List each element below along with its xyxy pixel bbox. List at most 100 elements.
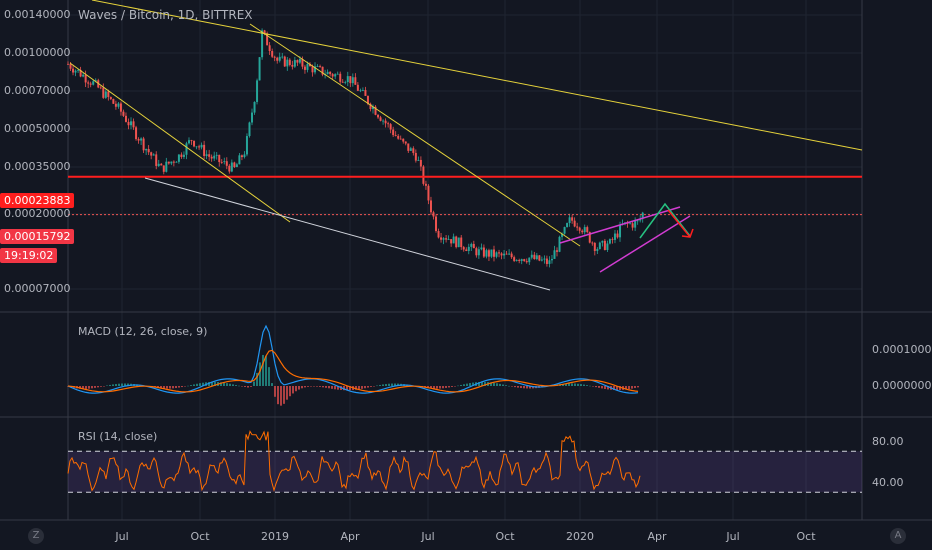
macd-hist-bar-80 — [307, 386, 309, 387]
macd-hist-bar-55 — [232, 384, 234, 386]
candle-body-47 — [185, 143, 187, 154]
candle-body-27 — [135, 127, 137, 139]
candle-body-149 — [443, 238, 445, 240]
candle-body-219 — [619, 225, 621, 238]
price-axis-label-1: 0.00100000 — [4, 46, 70, 59]
long-trendline — [92, 0, 862, 150]
macd-hist-bar-6 — [85, 386, 87, 389]
candle-body-94 — [304, 67, 306, 70]
macd-hist-bar-107 — [388, 384, 390, 386]
candle-body-124 — [380, 117, 382, 121]
macd-hist-bar-56 — [235, 385, 237, 386]
candle-body-45 — [180, 155, 182, 157]
macd-hist-bar-18 — [121, 384, 123, 386]
candle-body-203 — [579, 228, 581, 231]
candle-body-51 — [196, 146, 198, 147]
candle-body-17 — [110, 97, 112, 99]
candle-body-132 — [400, 139, 402, 140]
candle-body-161 — [473, 244, 475, 248]
candle-body-144 — [430, 200, 432, 212]
candle-body-195 — [559, 237, 561, 252]
macd-hist-bar-171 — [580, 384, 582, 386]
candle-body-44 — [178, 155, 180, 162]
candle-body-202 — [576, 226, 578, 227]
macd-hist-bar-177 — [598, 386, 600, 388]
candle-body-198 — [566, 223, 568, 227]
candle-body-224 — [632, 223, 634, 227]
candle-body-164 — [480, 248, 482, 250]
candle-body-83 — [276, 58, 278, 61]
candle-body-49 — [191, 140, 193, 141]
candle-body-4 — [77, 70, 79, 71]
candle-body-179 — [518, 260, 520, 261]
macd-hist-bar-144 — [499, 384, 501, 386]
macd-hist-bar-189 — [634, 386, 636, 388]
last-price-tag: 0.00015792 — [0, 229, 74, 244]
candle-body-75 — [256, 80, 258, 102]
macd-hist-bar-130 — [457, 386, 459, 387]
macd-hist-bar-65 — [262, 355, 264, 386]
candle-body-189 — [543, 259, 545, 260]
macd-hist-bar-125 — [442, 386, 444, 388]
candle-body-123 — [377, 115, 379, 118]
candle-body-80 — [269, 45, 271, 51]
macd-hist-bar-64 — [259, 362, 261, 386]
macd-hist-bar-151 — [520, 386, 522, 388]
macd-hist-bar-172 — [583, 385, 585, 386]
candle-body-126 — [385, 121, 387, 124]
candle-body-84 — [279, 57, 281, 61]
macd-hist-bar-132 — [463, 384, 465, 386]
macd-hist-bar-103 — [376, 386, 378, 387]
candle-body-213 — [604, 241, 606, 250]
macd-hist-bar-43 — [196, 384, 198, 386]
candle-body-158 — [465, 249, 467, 250]
candle-body-110 — [344, 82, 346, 83]
candle-body-21 — [120, 103, 122, 111]
auto-scale-button[interactable]: A — [890, 528, 906, 544]
macd-hist-bar-67 — [268, 367, 270, 386]
candle-body-70 — [243, 154, 245, 157]
candle-body-183 — [528, 258, 530, 263]
candle-body-214 — [606, 243, 608, 249]
candle-body-114 — [354, 77, 356, 85]
candle-body-169 — [493, 249, 495, 256]
macd-hist-bar-78 — [301, 386, 303, 388]
macd-hist-bar-124 — [439, 386, 441, 388]
candle-body-103 — [327, 72, 329, 74]
candle-body-182 — [526, 261, 528, 262]
candle-body-217 — [614, 234, 616, 240]
macd-hist-bar-105 — [382, 384, 384, 386]
macd-hist-bar-127 — [448, 386, 450, 387]
candle-body-129 — [392, 130, 394, 135]
price-axis-label-6: 0.00007000 — [4, 282, 70, 295]
candle-body-55 — [206, 154, 208, 156]
candle-body-134 — [405, 142, 407, 144]
candle-body-35 — [155, 154, 157, 166]
time-axis-label-8: Jul — [726, 530, 739, 543]
time-axis-label-1: Oct — [190, 530, 209, 543]
macd-hist-bar-187 — [628, 386, 630, 389]
candle-body-208 — [591, 243, 593, 244]
macd-hist-bar-88 — [331, 386, 333, 389]
candle-body-82 — [274, 57, 276, 58]
macd-hist-bar-153 — [526, 386, 528, 388]
candle-body-33 — [150, 152, 152, 155]
time-axis-label-5: Oct — [495, 530, 514, 543]
macd-hist-bar-83 — [316, 386, 318, 387]
candle-body-191 — [548, 260, 550, 264]
candle-body-39 — [165, 162, 167, 172]
candle-body-67 — [236, 164, 238, 167]
timezone-button[interactable]: Z — [28, 528, 44, 544]
candle-body-175 — [508, 254, 510, 255]
candle-body-211 — [599, 243, 601, 249]
candle-body-105 — [332, 74, 334, 76]
candle-body-225 — [634, 221, 636, 228]
candle-body-206 — [586, 227, 588, 232]
candle-body-91 — [296, 60, 298, 63]
support-line — [145, 178, 550, 290]
macd-hist-bar-131 — [460, 385, 462, 386]
candle-body-76 — [259, 57, 261, 80]
macd-hist-bar-84 — [319, 386, 321, 387]
candle-body-85 — [281, 57, 283, 58]
